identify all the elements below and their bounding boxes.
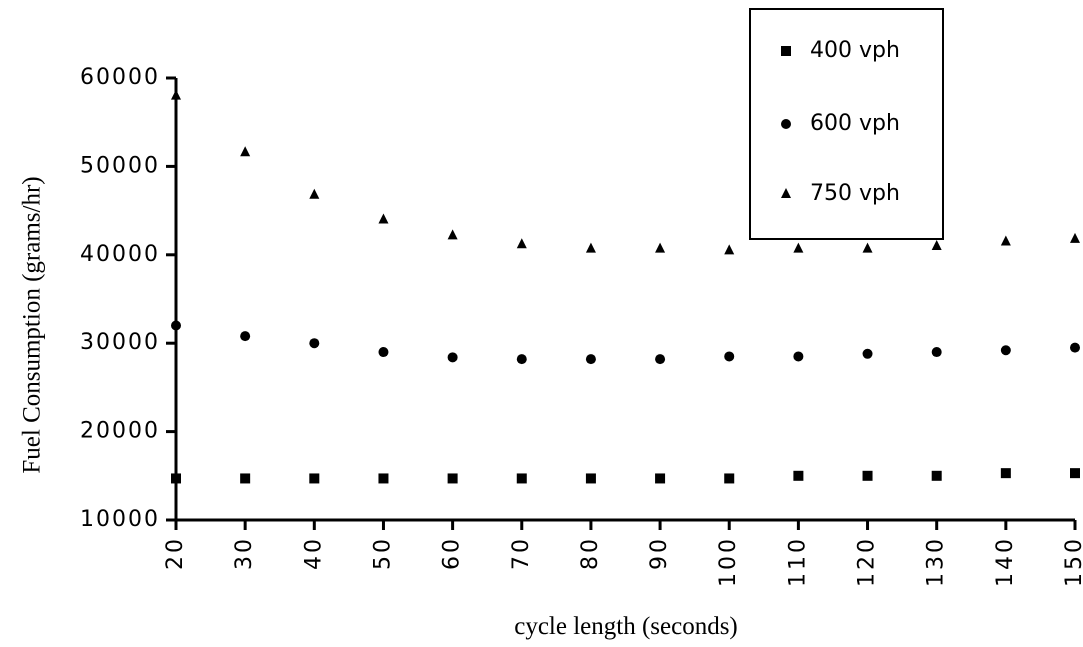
- y-tick-label: 50000: [80, 153, 160, 178]
- data-point: [1000, 468, 1011, 479]
- x-tick-label: 100: [716, 536, 741, 587]
- data-point: [655, 354, 666, 365]
- data-point: [240, 146, 251, 157]
- legend-marker: [781, 119, 791, 129]
- x-tick-label: 50: [370, 536, 395, 570]
- data-point: [931, 347, 942, 358]
- data-point: [378, 347, 389, 358]
- data-point: [171, 89, 181, 100]
- legend-marker: [781, 46, 791, 56]
- y-tick-label: 10000: [80, 507, 160, 532]
- x-tick-label: 130: [924, 536, 949, 587]
- legend: 400 vph 600 vph 750 vph: [749, 8, 944, 240]
- x-tick-label: 70: [509, 536, 534, 570]
- series-0: [171, 468, 1080, 484]
- data-point: [309, 473, 320, 484]
- x-tick-label: 20: [163, 536, 188, 570]
- legend-item: 600 vph: [781, 111, 900, 136]
- y-tick-label: 40000: [80, 242, 160, 267]
- data-point: [516, 238, 527, 249]
- axes: 10000 20000 30000 40000 50000 60000 20 30 40 50 6…: [80, 65, 1083, 587]
- x-tick-label: 90: [647, 536, 672, 570]
- data-point: [378, 213, 389, 224]
- data-point: [1070, 232, 1080, 243]
- x-tick-label: 30: [232, 536, 257, 570]
- data-point: [447, 352, 458, 363]
- x-tick-label: 80: [578, 536, 603, 570]
- x-ticks: 20 30 40 50 60 70 80 90 100 110 120 130 140 150: [163, 520, 1083, 587]
- data-point: [516, 354, 527, 365]
- data-point: [655, 242, 666, 253]
- legend-item: 750 vph: [781, 181, 900, 206]
- series-2: [171, 89, 1080, 255]
- data-point: [171, 320, 181, 331]
- data-point: [862, 242, 873, 253]
- data-point: [516, 473, 527, 484]
- legend-label: 600 vph: [810, 111, 900, 136]
- y-ticks: 10000 20000 30000 40000 50000 60000: [80, 65, 176, 532]
- data-point: [931, 239, 942, 250]
- data-point: [862, 470, 873, 481]
- series-1: [171, 320, 1080, 365]
- data-point: [240, 331, 251, 342]
- data-point: [171, 473, 181, 484]
- data-point: [585, 354, 596, 365]
- data-point: [585, 473, 596, 484]
- x-tick-label: 120: [855, 536, 880, 587]
- x-tick-label: 60: [440, 536, 465, 570]
- data-point: [655, 473, 666, 484]
- data-point: [793, 242, 804, 253]
- legend-items: 400 vph 600 vph 750 vph: [781, 38, 900, 206]
- data-point: [309, 188, 320, 199]
- legend-label: 750 vph: [810, 181, 900, 206]
- data-point: [1070, 342, 1080, 353]
- x-tick-label: 110: [785, 536, 810, 587]
- y-axis-title: Fuel Consumption (grams/hr): [19, 176, 46, 473]
- x-tick-label: 140: [993, 536, 1018, 587]
- y-tick-label: 60000: [80, 65, 160, 90]
- data-point: [1000, 235, 1011, 246]
- data-point: [724, 244, 735, 255]
- legend-marker: [781, 188, 791, 198]
- data-point: [240, 473, 251, 484]
- legend-label: 400 vph: [810, 38, 900, 63]
- x-tick-label: 40: [301, 536, 326, 570]
- data-points: [171, 89, 1080, 484]
- data-point: [309, 338, 320, 349]
- data-point: [724, 473, 735, 484]
- data-point: [1000, 345, 1011, 356]
- data-point: [793, 351, 804, 362]
- y-tick-label: 30000: [80, 330, 160, 355]
- data-point: [447, 473, 458, 484]
- data-point: [447, 229, 458, 240]
- legend-item: 400 vph: [781, 38, 900, 63]
- data-point: [862, 348, 873, 359]
- data-point: [931, 470, 942, 481]
- data-point: [585, 242, 596, 253]
- y-tick-label: 20000: [80, 419, 160, 444]
- data-point: [793, 470, 804, 481]
- x-tick-label: 150: [1062, 536, 1083, 587]
- data-point: [1070, 468, 1080, 479]
- x-axis-title: cycle length (seconds): [514, 613, 738, 640]
- data-point: [724, 351, 735, 362]
- data-point: [378, 473, 389, 484]
